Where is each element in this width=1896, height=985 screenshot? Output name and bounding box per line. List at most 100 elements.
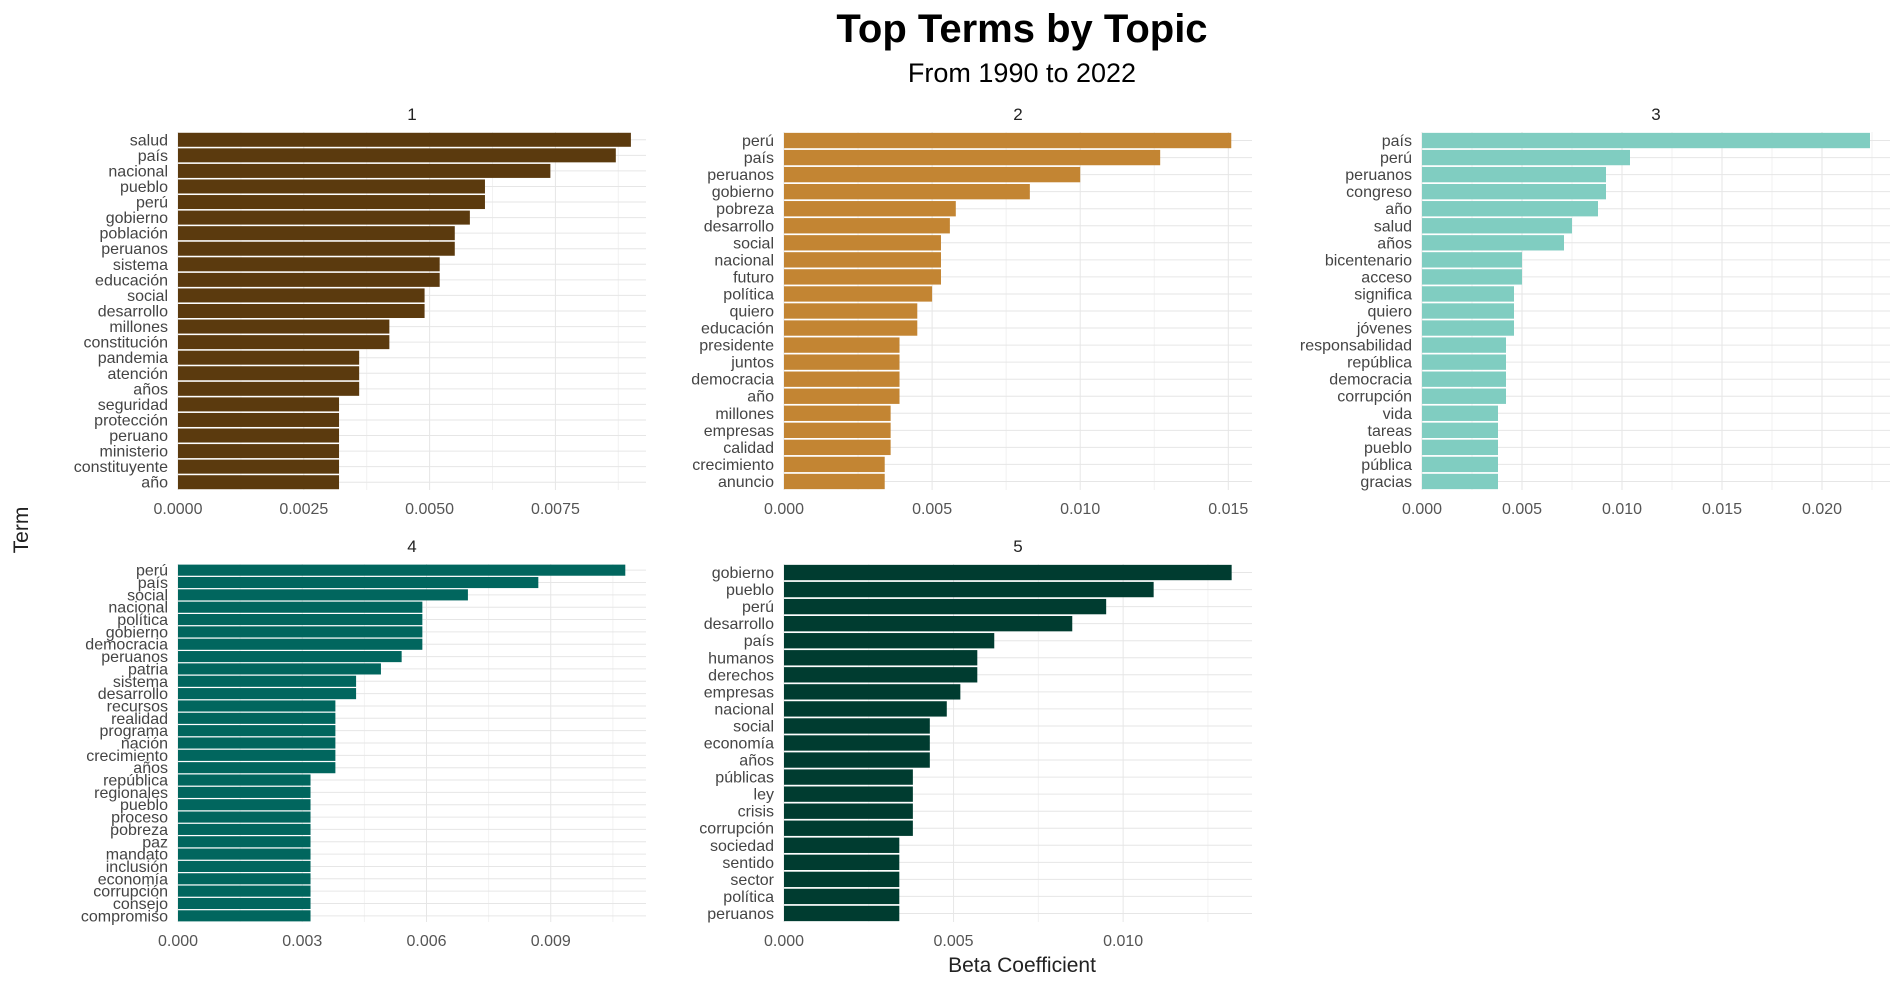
term-label: peruanos: [707, 167, 774, 184]
term-label: derechos: [708, 667, 774, 684]
bar: [178, 195, 485, 210]
bar: [784, 820, 913, 836]
term-label: responsabilidad: [1300, 338, 1412, 355]
bar: [784, 218, 950, 234]
term-label: anuncio: [718, 474, 774, 491]
term-label: desarrollo: [98, 304, 168, 321]
x-tick-label: 0.006: [406, 933, 446, 950]
term-label: inclusión: [106, 859, 168, 876]
bar: [178, 799, 311, 811]
term-label: social: [733, 718, 774, 735]
bar: [178, 366, 360, 381]
x-tick-label: 0.000: [1402, 501, 1442, 518]
bar: [1422, 388, 1506, 404]
bar: [178, 749, 336, 761]
term-label: economía: [98, 871, 168, 888]
term-label: millones: [109, 319, 168, 336]
bar: [784, 888, 900, 905]
term-label: gracias: [1360, 474, 1412, 491]
bar: [178, 148, 616, 163]
term-label: crisis: [738, 804, 774, 821]
facet-label: 4: [407, 537, 416, 556]
x-tick-label: 0.005: [1502, 501, 1542, 518]
bar: [784, 303, 918, 319]
term-label: años: [739, 753, 774, 770]
bar: [178, 786, 311, 798]
bar: [178, 163, 551, 178]
x-tick-label: 0.005: [934, 933, 974, 950]
bar: [178, 381, 360, 396]
chart-subtitle: From 1990 to 2022: [908, 58, 1136, 88]
x-tick-label: 0.0000: [154, 501, 203, 518]
x-tick-label: 0.0050: [405, 501, 454, 518]
bar: [178, 712, 336, 724]
bar: [178, 564, 626, 576]
term-label: humanos: [708, 650, 774, 667]
bar: [784, 473, 885, 490]
term-label: realidad: [111, 711, 168, 728]
bar: [178, 226, 455, 241]
x-tick-label: 0.009: [531, 933, 571, 950]
term-label: democracia: [1329, 372, 1412, 389]
bar: [178, 428, 340, 443]
bar: [1422, 456, 1498, 473]
bar: [784, 701, 947, 717]
bar: [178, 459, 340, 474]
term-label: país: [744, 633, 774, 650]
bar: [178, 836, 311, 848]
bar: [784, 837, 900, 853]
bar: [178, 272, 440, 287]
term-label: nacional: [714, 701, 774, 718]
bar: [784, 456, 885, 473]
bar: [784, 786, 913, 802]
x-tick-label: 0.010: [1060, 501, 1100, 518]
term-label: pueblo: [120, 179, 168, 196]
term-label: pandemia: [98, 350, 168, 367]
term-label: gobierno: [712, 565, 774, 582]
x-tick-label: 0.0025: [279, 501, 328, 518]
term-label: salud: [130, 132, 168, 149]
term-label: desarrollo: [98, 686, 168, 703]
x-tick-label: 0.015: [1208, 501, 1248, 518]
facet-label: 2: [1013, 105, 1022, 124]
term-label: corrupción: [699, 821, 774, 838]
term-label: ministerio: [100, 444, 169, 461]
bar: [178, 860, 311, 873]
term-label: república: [103, 773, 168, 790]
term-label: peruanos: [101, 649, 168, 666]
bar: [784, 684, 961, 700]
bar: [178, 613, 423, 626]
x-tick-label: 0.010: [1602, 501, 1642, 518]
term-label: democracia: [691, 372, 774, 389]
term-label: empresas: [704, 423, 774, 440]
bar: [784, 735, 930, 751]
bar: [1422, 183, 1606, 200]
chart-title: Top Terms by Topic: [836, 7, 1207, 51]
term-label: peruanos: [101, 241, 168, 258]
term-label: años: [133, 381, 168, 398]
bar: [784, 439, 891, 456]
term-label: país: [138, 148, 168, 165]
bar: [178, 638, 423, 650]
term-label: educación: [95, 272, 168, 289]
bar: [178, 885, 311, 897]
term-label: pueblo: [120, 797, 168, 814]
bar: [178, 663, 381, 675]
x-tick-label: 0.0075: [531, 501, 580, 518]
term-label: perú: [742, 599, 774, 616]
bar: [178, 688, 357, 700]
term-label: paz: [142, 834, 168, 851]
bar: [784, 564, 1232, 581]
term-label: seguridad: [98, 397, 168, 414]
term-label: desarrollo: [704, 218, 774, 235]
term-label: democracia: [85, 637, 168, 654]
term-label: pobreza: [110, 822, 168, 839]
bar: [178, 848, 311, 860]
term-label: república: [1347, 355, 1412, 372]
term-label: peruano: [109, 428, 168, 445]
term-label: salud: [1374, 218, 1412, 235]
bar: [784, 871, 900, 888]
term-label: año: [1385, 201, 1412, 218]
term-label: país: [744, 150, 774, 167]
